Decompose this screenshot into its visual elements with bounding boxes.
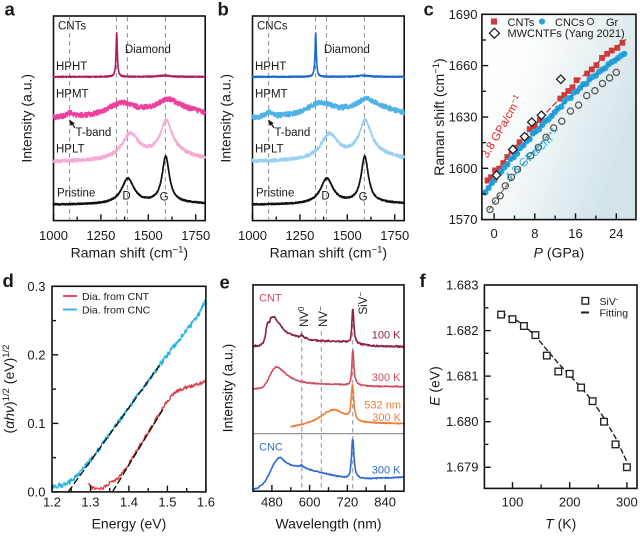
svg-text:100: 100 [502,495,524,510]
svg-text:1000: 1000 [238,228,267,243]
svg-text:1250: 1250 [86,228,115,243]
svg-text:16: 16 [568,226,582,241]
svg-text:Diamond: Diamond [125,44,171,56]
svg-text:CNTs: CNTs [58,21,86,33]
svg-text:D: D [321,191,329,203]
svg-text:1.680: 1.680 [446,414,479,429]
svg-text:G: G [359,192,368,204]
svg-text:CNT: CNT [259,293,282,305]
svg-text:300 K: 300 K [372,372,401,384]
svg-text:1500: 1500 [333,228,362,243]
svg-text:P (GPa): P (GPa) [534,245,585,261]
svg-text:1660: 1660 [449,58,478,73]
svg-text:Diamond: Diamond [324,44,370,56]
svg-text:G: G [160,192,169,204]
svg-text:1630: 1630 [449,109,478,124]
svg-text:(αhν)1/2 (eV)1/2: (αhν)1/2 (eV)1/2 [1,345,17,434]
svg-text:1.681: 1.681 [446,369,479,384]
svg-text:Gr: Gr [606,17,619,29]
svg-text:CNCs: CNCs [555,17,585,29]
svg-text:1750: 1750 [181,228,210,243]
svg-text:532 nm: 532 nm [364,400,401,412]
svg-text:1.2: 1.2 [43,495,61,510]
svg-text:1250: 1250 [285,228,314,243]
svg-text:Wavelength (nm): Wavelength (nm) [275,516,381,532]
svg-text:0.2: 0.2 [27,347,45,362]
svg-text:Intensity (a.u.): Intensity (a.u.) [220,344,236,433]
svg-text:a: a [5,0,16,20]
svg-text:SiV-: SiV- [600,294,619,308]
svg-text:Intensity (a.u.): Intensity (a.u.) [218,74,234,163]
svg-text:CNC: CNC [259,442,283,454]
svg-text:1690: 1690 [449,7,478,22]
svg-text:Raman shift (cm−1): Raman shift (cm−1) [71,245,188,261]
svg-text:480: 480 [261,495,283,510]
svg-text:1.5: 1.5 [158,495,176,510]
svg-text:CNTs: CNTs [508,17,535,29]
svg-text:E (eV): E (eV) [427,366,443,406]
svg-text:HPMT: HPMT [255,89,288,101]
svg-text:e: e [220,272,230,293]
svg-text:0.0: 0.0 [27,484,45,499]
svg-text:0.1: 0.1 [27,416,45,431]
svg-text:1600: 1600 [449,161,478,176]
svg-text:1000: 1000 [39,228,68,243]
svg-text:Pristine: Pristine [256,188,294,200]
svg-text:Intensity (a.u.): Intensity (a.u.) [19,74,35,163]
svg-text:SiV−: SiV− [356,292,370,315]
svg-text:f: f [420,270,427,291]
svg-text:Dia. from CNT: Dia. from CNT [82,291,150,303]
svg-text:300 K: 300 K [372,465,401,477]
svg-text:Energy (eV): Energy (eV) [92,516,167,532]
svg-text:1.4: 1.4 [120,495,138,510]
svg-text:HPHT: HPHT [255,61,286,73]
svg-text:T (K): T (K) [545,516,576,532]
svg-text:HPLT: HPLT [255,144,284,156]
svg-text:d: d [3,270,14,291]
svg-text:300: 300 [616,495,638,510]
svg-text:1570: 1570 [449,212,478,227]
svg-text:1.679: 1.679 [446,460,479,475]
svg-text:1.6: 1.6 [197,495,215,510]
svg-text:840: 840 [374,495,396,510]
svg-text:24: 24 [609,226,623,241]
svg-text:NV−: NV− [316,306,330,327]
svg-text:1.682: 1.682 [446,323,479,338]
svg-text:D: D [122,191,130,203]
svg-text:1.3: 1.3 [81,495,99,510]
svg-text:b: b [218,0,229,20]
svg-text:0.3: 0.3 [27,279,45,294]
svg-text:1500: 1500 [134,228,163,243]
svg-text:300 K: 300 K [372,412,401,424]
svg-text:Raman shift (cm−1): Raman shift (cm−1) [431,58,447,175]
svg-text:T-band: T-band [76,127,112,139]
svg-text:T-band: T-band [275,127,311,139]
svg-text:1750: 1750 [380,228,409,243]
svg-text:600: 600 [299,495,321,510]
svg-text:100 K: 100 K [372,330,401,342]
svg-text:Fitting: Fitting [600,308,629,320]
svg-text:NV0: NV0 [297,306,311,327]
svg-text:HPHT: HPHT [56,61,87,73]
svg-text:1.683: 1.683 [446,278,479,293]
svg-text:8: 8 [531,226,538,241]
svg-text:Dia. from CNC: Dia. from CNC [82,304,151,316]
svg-text:CNCs: CNCs [257,21,288,33]
svg-text:HPMT: HPMT [56,89,89,101]
svg-text:Raman shift (cm−1): Raman shift (cm−1) [270,245,387,261]
svg-text:0: 0 [490,226,497,241]
svg-text:720: 720 [337,495,359,510]
svg-text:200: 200 [559,495,581,510]
svg-text:MWCNTFs (Yang 2021): MWCNTFs (Yang 2021) [508,28,625,40]
svg-text:HPLT: HPLT [56,144,85,156]
svg-text:c: c [424,0,434,20]
svg-text:Pristine: Pristine [57,188,95,200]
